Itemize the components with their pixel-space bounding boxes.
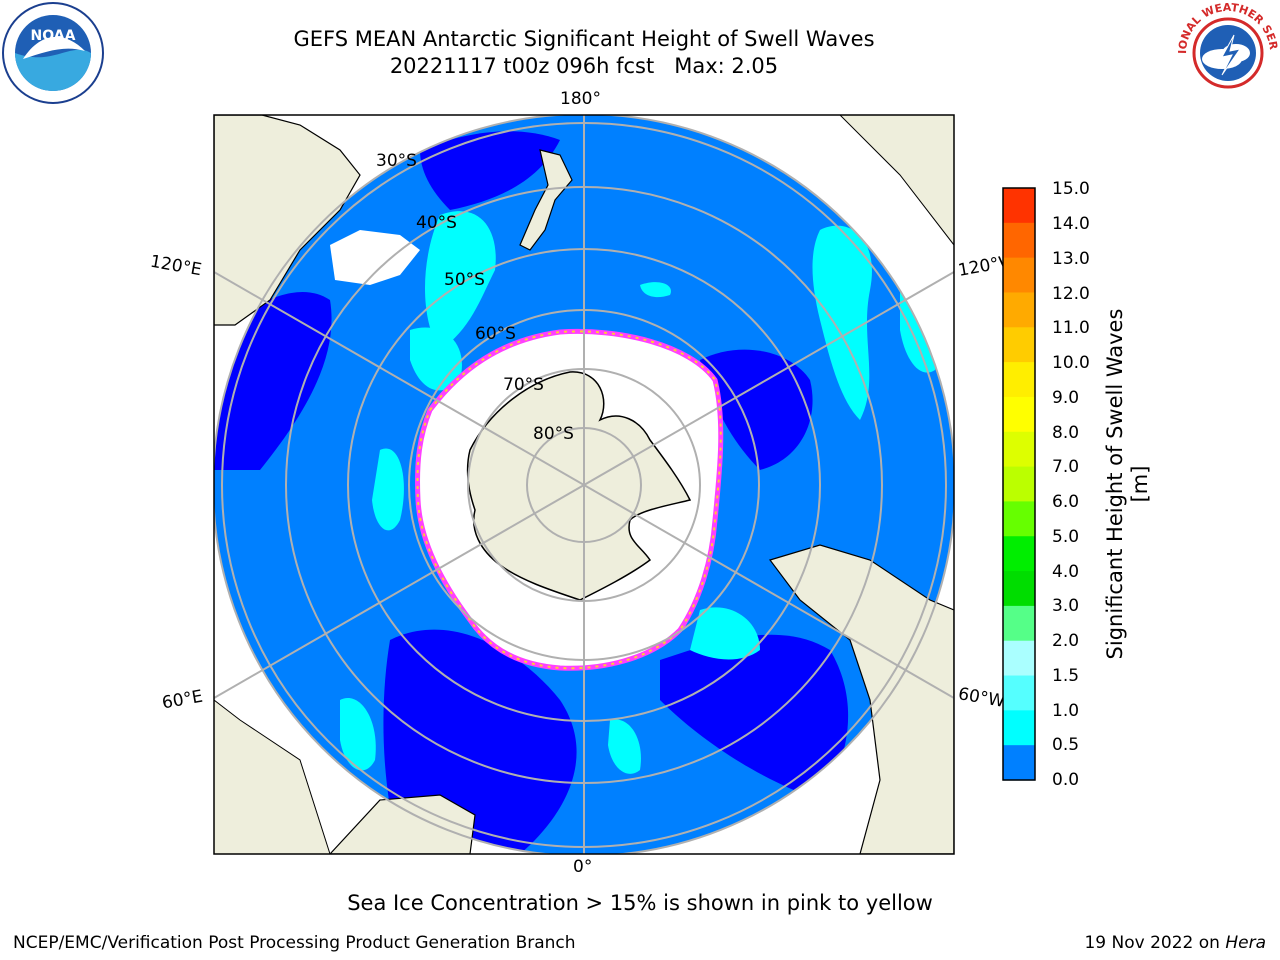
colorbar-tick: 14.0 <box>1052 214 1090 234</box>
colorbar-swatch <box>1003 745 1035 781</box>
noaa-logo: NOAA <box>2 2 104 104</box>
colorbar-swatch <box>1003 605 1035 642</box>
colorbar-swatch <box>1003 571 1035 607</box>
colorbar-swatch <box>1003 362 1035 398</box>
lon-label-180: 180° <box>560 89 601 109</box>
swell-low-patch <box>700 349 813 470</box>
colorbar-tick: 10.0 <box>1052 353 1090 373</box>
colorbar-swatch <box>1003 431 1035 468</box>
colorbar-swatch <box>1003 536 1035 572</box>
run-date: 19 Nov 2022 on Hera <box>1084 933 1266 953</box>
chart-subtitle: 20221117 t00z 096h fcst Max: 2.05 <box>389 54 779 78</box>
colorbar-tick: 1.5 <box>1052 666 1080 686</box>
run-system: Hera <box>1225 933 1266 953</box>
colorbar-swatch <box>1003 640 1035 677</box>
lon-label-0: 0° <box>573 857 593 877</box>
australia-ice-white <box>330 230 420 285</box>
sea-ice-note: Sea Ice Concentration > 15% is shown in … <box>347 891 933 915</box>
colorbar-tick: 4.0 <box>1052 562 1080 582</box>
colorbar-swatch <box>1003 466 1035 503</box>
meridian-60e-120w <box>214 271 954 699</box>
credit-text: NCEP/EMC/Verification Post Processing Pr… <box>13 933 576 953</box>
colorbar-tick: 6.0 <box>1052 492 1080 512</box>
madagascar-region-land <box>214 699 331 854</box>
colorbar-swatch <box>1003 188 1035 224</box>
lat-label-50s: 50°S <box>444 270 485 290</box>
chart-title: GEFS MEAN Antarctic Significant Height o… <box>293 27 875 51</box>
colorbar-swatch <box>1003 292 1035 328</box>
colorbar-tick: 5.0 <box>1052 527 1080 547</box>
run-date-prefix: 19 Nov 2022 on <box>1084 933 1226 953</box>
colorbar-swatch <box>1003 501 1035 537</box>
new-zealand-land <box>519 149 573 251</box>
lat-label-60s: 60°S <box>475 324 516 344</box>
colorbar-tick: 11.0 <box>1052 318 1090 338</box>
graticule <box>214 115 954 854</box>
lat-label-80s: 80°S <box>533 424 574 444</box>
colorbar-swatch <box>1003 710 1035 746</box>
swell-low-patch <box>420 131 560 210</box>
swell-high-patch <box>425 211 496 350</box>
colorbar-swatch <box>1003 396 1035 433</box>
nws-logo: NATIONAL WEATHER SERVICE <box>1176 1 1280 103</box>
colorbar-swatch <box>1003 327 1035 363</box>
colorbar-tick: 15.0 <box>1052 179 1090 199</box>
swell-high-patch <box>640 282 671 298</box>
lat-label-70s: 70°S <box>503 375 544 395</box>
swell-high-patch <box>340 698 376 771</box>
colorbar-swatch <box>1003 257 1035 294</box>
swell-high-patch <box>608 719 641 774</box>
colorbar-tick: 0.0 <box>1052 770 1080 790</box>
colorbar-swatch <box>1003 675 1035 711</box>
colorbar-tick: 12.0 <box>1052 284 1090 304</box>
lat-label-30s: 30°S <box>376 151 417 171</box>
pacific-edge-land <box>839 115 954 246</box>
colorbar-tick: 8.0 <box>1052 423 1080 443</box>
swell-high-patch <box>812 225 872 420</box>
colorbar-tick: 7.0 <box>1052 457 1080 477</box>
colorbar-tick: 13.0 <box>1052 249 1090 269</box>
colorbar-frame <box>1002 187 1036 781</box>
colorbar-tick: 1.0 <box>1052 701 1080 721</box>
colorbar-label: Significant Height of Swell Waves [m] <box>1103 308 1152 660</box>
swell-high-patch <box>372 448 404 531</box>
map-frame <box>213 114 955 855</box>
colorbar-tick: 2.0 <box>1052 631 1080 651</box>
colorbar <box>1002 187 1036 781</box>
noaa-logo-text: NOAA <box>31 28 76 44</box>
swell-high-patch <box>690 607 760 660</box>
colorbar-swatch <box>1003 222 1035 259</box>
colorbar-tick: 3.0 <box>1052 596 1080 616</box>
colorbar-tick: 0.5 <box>1052 735 1080 755</box>
swell-low-patch <box>660 634 849 800</box>
colorbar-tick: 9.0 <box>1052 388 1080 408</box>
lat-label-40s: 40°S <box>416 213 457 233</box>
